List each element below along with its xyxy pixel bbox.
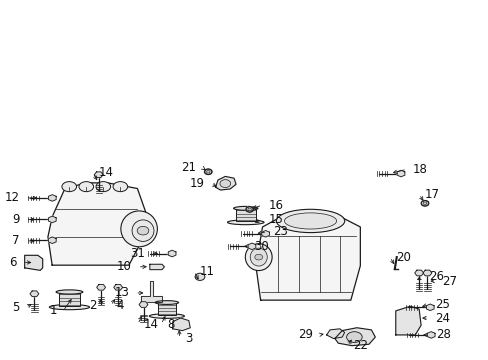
Ellipse shape [113, 181, 127, 192]
Polygon shape [114, 284, 122, 290]
Polygon shape [334, 328, 375, 346]
Ellipse shape [245, 244, 271, 271]
Polygon shape [427, 332, 434, 338]
Text: 6: 6 [9, 256, 17, 269]
Polygon shape [255, 212, 360, 300]
Polygon shape [141, 282, 162, 302]
Text: 18: 18 [412, 163, 427, 176]
Polygon shape [261, 230, 269, 237]
Text: 24: 24 [434, 311, 449, 325]
Bar [59, 292, 80, 306]
Circle shape [206, 171, 210, 173]
Text: 15: 15 [267, 213, 283, 226]
Ellipse shape [155, 301, 178, 305]
Text: 3: 3 [185, 332, 192, 345]
Text: 21: 21 [181, 161, 196, 174]
Circle shape [137, 226, 148, 235]
Text: 9: 9 [12, 213, 20, 226]
Ellipse shape [276, 209, 344, 233]
Polygon shape [30, 291, 39, 297]
Text: 29: 29 [297, 328, 312, 341]
Polygon shape [48, 195, 56, 201]
Ellipse shape [56, 290, 82, 294]
Ellipse shape [346, 332, 362, 342]
Polygon shape [396, 170, 404, 177]
Circle shape [254, 254, 262, 260]
Polygon shape [422, 270, 431, 276]
Ellipse shape [284, 213, 336, 229]
Polygon shape [172, 318, 190, 330]
Text: 19: 19 [189, 177, 204, 190]
Text: 14: 14 [143, 318, 158, 331]
Bar [236, 208, 255, 221]
Polygon shape [247, 243, 255, 249]
Polygon shape [395, 306, 420, 335]
Polygon shape [139, 302, 148, 307]
Text: 22: 22 [353, 339, 367, 352]
Ellipse shape [49, 305, 89, 310]
Text: 2: 2 [89, 299, 96, 312]
Polygon shape [48, 216, 56, 223]
Circle shape [204, 169, 212, 175]
Polygon shape [149, 264, 164, 270]
Text: 11: 11 [200, 265, 215, 278]
Text: 12: 12 [5, 192, 20, 204]
Text: 14: 14 [99, 166, 114, 179]
Circle shape [245, 207, 253, 212]
Ellipse shape [250, 248, 267, 266]
Ellipse shape [62, 181, 77, 192]
Text: 10: 10 [117, 260, 132, 273]
Ellipse shape [233, 206, 258, 210]
Ellipse shape [96, 181, 110, 192]
Text: 13: 13 [114, 287, 129, 300]
Polygon shape [215, 176, 236, 190]
Text: 1: 1 [50, 305, 57, 318]
Text: 16: 16 [267, 199, 283, 212]
Polygon shape [48, 183, 145, 265]
Text: 7: 7 [12, 234, 20, 247]
Text: 8: 8 [166, 318, 174, 331]
Ellipse shape [132, 220, 154, 242]
Circle shape [420, 201, 428, 206]
Circle shape [423, 202, 426, 204]
Polygon shape [24, 255, 42, 270]
Circle shape [195, 273, 204, 280]
Text: 26: 26 [428, 270, 443, 283]
Text: 25: 25 [434, 298, 448, 311]
Text: 27: 27 [441, 275, 456, 288]
Polygon shape [48, 237, 56, 243]
Circle shape [247, 208, 251, 211]
Ellipse shape [220, 180, 230, 188]
Polygon shape [168, 250, 176, 257]
Polygon shape [426, 304, 433, 311]
Polygon shape [326, 329, 344, 338]
Polygon shape [94, 172, 103, 177]
Ellipse shape [121, 211, 157, 247]
Text: 30: 30 [254, 240, 269, 253]
Text: 5: 5 [12, 301, 20, 314]
Bar [157, 302, 176, 315]
Text: 20: 20 [395, 251, 410, 264]
Text: 28: 28 [435, 328, 449, 341]
Ellipse shape [79, 181, 93, 192]
Ellipse shape [149, 314, 184, 318]
Ellipse shape [227, 220, 264, 225]
Polygon shape [414, 270, 423, 276]
Polygon shape [97, 284, 105, 290]
Text: 17: 17 [424, 188, 439, 201]
Text: 4: 4 [117, 299, 124, 312]
Text: 31: 31 [130, 247, 144, 260]
Text: 23: 23 [272, 225, 287, 238]
